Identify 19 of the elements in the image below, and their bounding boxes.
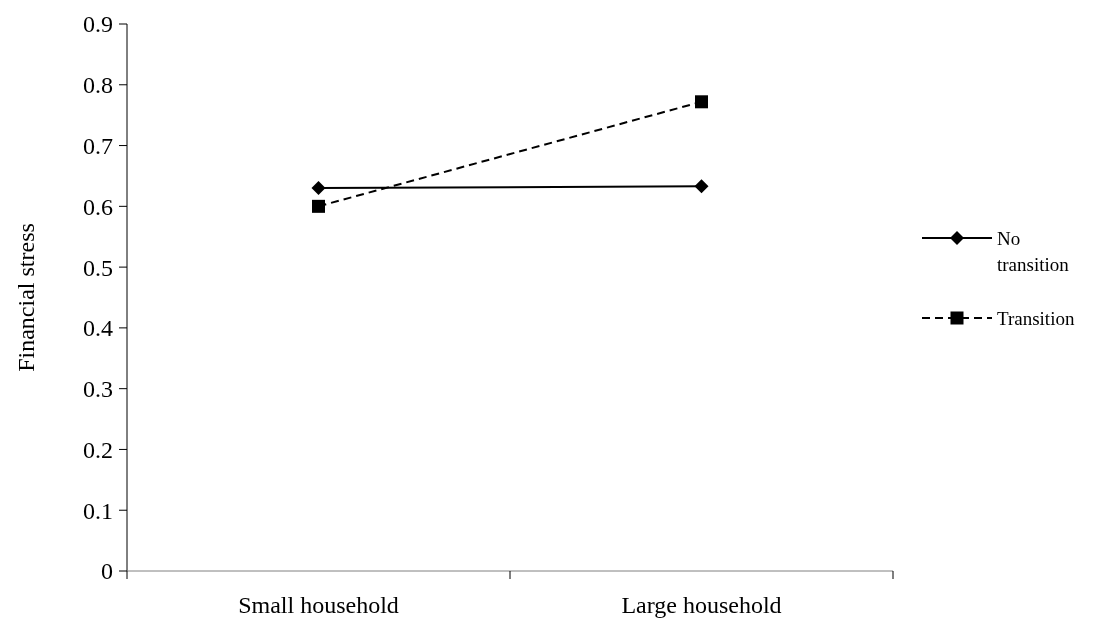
y-tick-label: 0.9	[83, 11, 113, 38]
x-tick-label: Large household	[621, 592, 782, 618]
y-tick-label: 0.5	[83, 254, 113, 281]
point	[695, 95, 708, 109]
legend-label: No transition	[997, 227, 1070, 276]
y-tick-label: 0.8	[83, 72, 113, 99]
point	[311, 181, 326, 196]
y-tick-label: 0.2	[83, 436, 113, 463]
y-tick-label: 0.7	[83, 132, 113, 159]
y-tick-label: 0	[101, 558, 113, 585]
y-tick-label: 0.1	[83, 497, 113, 524]
point	[312, 199, 325, 213]
legend-label: Transition	[997, 307, 1075, 329]
y-axis-title: Financial stress	[13, 223, 39, 372]
x-tick-label: Small household	[238, 592, 399, 618]
y-tick-label: 0.6	[83, 193, 113, 220]
y-tick-label: 0.3	[83, 376, 113, 403]
point	[694, 179, 709, 194]
y-tick-label: 0.4	[83, 315, 113, 342]
